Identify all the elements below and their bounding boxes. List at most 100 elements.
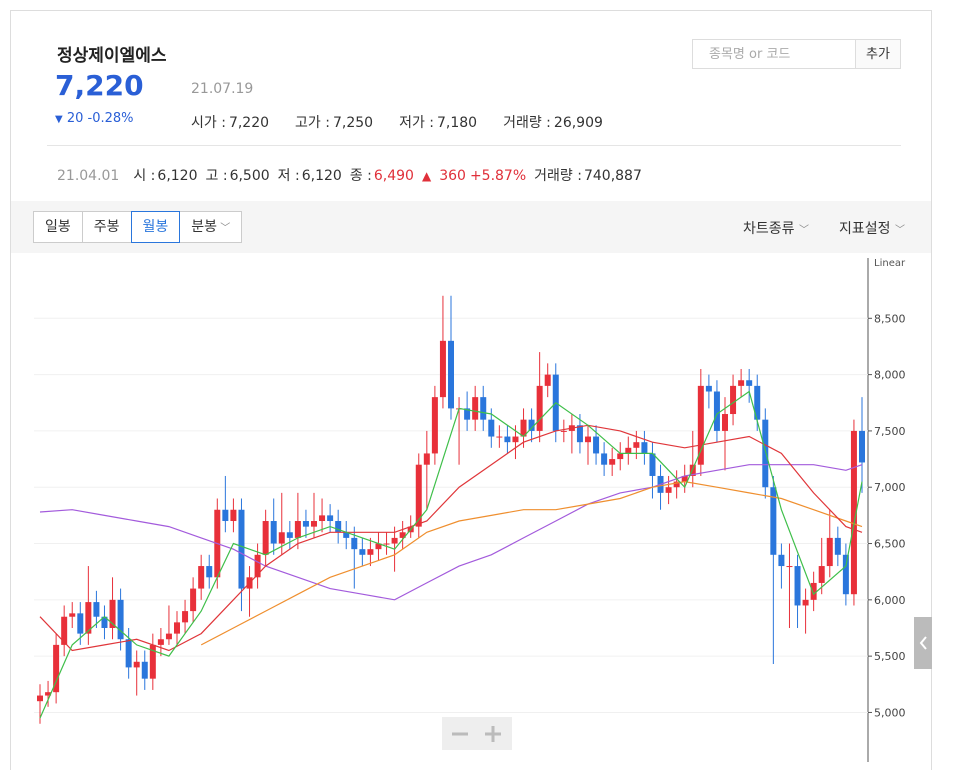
candle-body <box>609 459 616 465</box>
y-tick-label: 8,500 <box>874 312 906 325</box>
candle-body <box>665 487 672 493</box>
menu-item[interactable]: 지표설정 ﹀ <box>839 221 905 237</box>
tab-label: 월봉 <box>142 219 169 235</box>
summary: 21.04.01 시 :6,120 고 :6,500 저 :6,120 종 :6,490… <box>57 165 650 185</box>
card: 정상제이엘에스 7,220 ▼ 20 -0.28% 21.07.19 시가 :7… <box>10 10 932 770</box>
summary-change-pct: +5.87% <box>469 168 527 184</box>
candle-body <box>109 599 116 628</box>
y-tick-label: 8,000 <box>874 369 906 382</box>
tab[interactable]: 분봉 ﹀ <box>179 211 243 243</box>
candle-body <box>311 521 317 527</box>
moving-average <box>39 424 863 652</box>
side-toggle-icon <box>919 636 927 650</box>
candle-body <box>278 532 285 544</box>
divider <box>47 145 901 146</box>
candle-body <box>69 613 76 617</box>
stat: 시가 :7,220 <box>191 115 269 131</box>
candle-body <box>359 549 366 555</box>
menu-item[interactable]: 차트종류 ﹀ <box>743 221 809 237</box>
candle-body <box>133 661 140 668</box>
candle-body <box>697 385 704 465</box>
candle-body <box>101 616 108 628</box>
moving-average <box>39 390 863 719</box>
candle-body <box>399 532 406 538</box>
price: 7,220 <box>55 69 144 102</box>
candle-body <box>149 644 156 679</box>
candle-body <box>778 554 785 567</box>
candle-body <box>85 602 92 634</box>
candle-body <box>762 419 769 488</box>
summary-label: 종 : <box>349 168 372 184</box>
candle-body <box>738 380 745 386</box>
tab[interactable]: 일봉 <box>33 211 83 243</box>
candle-body <box>528 419 535 431</box>
candle-body <box>319 515 326 522</box>
candle-body <box>713 391 720 431</box>
candle-body <box>93 602 100 617</box>
candle-body <box>141 661 148 679</box>
tab-label: 분봉 <box>191 219 218 235</box>
add-button[interactable]: 추가 <box>855 39 901 69</box>
candle-body <box>37 695 43 702</box>
candle-body <box>842 554 849 595</box>
date: 21.07.19 <box>191 81 254 97</box>
candle-body <box>576 425 583 443</box>
candle-body <box>190 588 197 612</box>
candle-body <box>859 430 865 463</box>
candle-body <box>544 374 551 386</box>
y-tick-label: 6,000 <box>874 594 906 607</box>
menu-label: 지표설정 <box>839 221 891 237</box>
candle-body <box>681 475 688 482</box>
candle-body <box>722 414 728 431</box>
stat-value: 7,220 <box>228 115 270 131</box>
candle-body <box>198 566 205 589</box>
candle-body <box>649 453 656 476</box>
candle-body <box>786 566 793 568</box>
tab-label: 일봉 <box>45 219 71 235</box>
candle-body <box>383 543 390 545</box>
candle-body <box>818 566 825 583</box>
candle-body <box>480 397 487 420</box>
side-toggle[interactable] <box>914 617 932 669</box>
candle-body <box>625 447 632 454</box>
candle-body <box>343 532 350 538</box>
candle-body <box>270 521 277 544</box>
stat-label: 고가 : <box>295 115 330 131</box>
candle-body <box>472 397 479 420</box>
summary-change-value: 360 <box>439 168 466 184</box>
stats: 시가 :7,220 고가 :7,250 저가 :7,180 거래량 :26,909 <box>191 112 629 132</box>
y-tick-label: 5,500 <box>874 650 906 663</box>
candle-body <box>488 419 495 437</box>
candle-body <box>302 521 309 527</box>
stat-value: 26,909 <box>553 115 603 131</box>
candle-body <box>182 611 189 623</box>
candle-body <box>633 442 640 448</box>
stat-label: 거래량 : <box>503 115 551 131</box>
summary-value: 6,120 <box>301 168 342 184</box>
candle-body <box>464 408 471 420</box>
candle-body <box>448 340 454 409</box>
summary-volume-label: 거래량 : <box>534 168 582 184</box>
candle-body <box>206 566 213 578</box>
candle-body <box>367 549 374 555</box>
candle-body <box>335 521 342 533</box>
candle-body <box>512 436 519 443</box>
moving-average <box>200 480 863 646</box>
candle-body <box>802 599 809 606</box>
candle-body <box>770 487 777 555</box>
candle-body <box>423 453 430 465</box>
candle-body <box>705 385 712 392</box>
candle-body <box>536 385 543 431</box>
tab[interactable]: 월봉 <box>130 211 181 243</box>
candle-body <box>238 509 245 589</box>
candle-body <box>794 566 801 606</box>
candle-body <box>174 622 180 634</box>
summary-label: 시 : <box>133 168 156 184</box>
stat-label: 시가 : <box>191 115 226 131</box>
tab-label: 주봉 <box>93 219 120 235</box>
candle-body <box>617 453 624 460</box>
stat-label: 저가 : <box>399 115 434 131</box>
candle-body <box>77 613 84 634</box>
